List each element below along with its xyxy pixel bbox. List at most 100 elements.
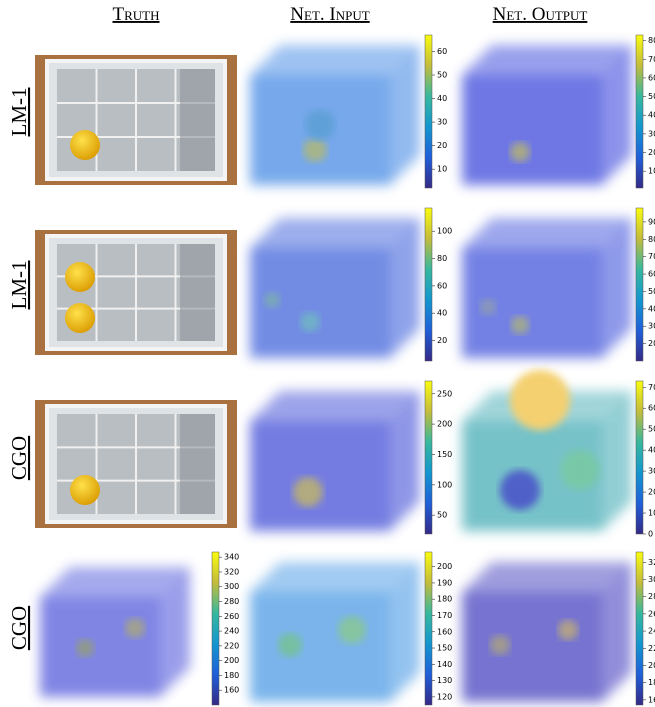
colorbar [636,35,643,188]
colorbar-tick-label: 120 [437,692,452,701]
colorbar-tick-label: 100 [437,480,452,489]
volume-blob [338,616,366,644]
row-label: CGO [7,606,31,650]
ball [70,475,100,505]
photo [35,55,237,185]
colorbar-tick-label: 70 [648,252,655,261]
colorbar-tick-label: 30 [648,129,655,138]
colorbar-tick-label: 150 [437,644,452,653]
colorbar-tick-label: 280 [224,597,239,606]
row-label: LM-1 [7,261,31,310]
colorbar-tick-label: 320 [224,567,239,576]
colorbar-tick-label: 90 [648,217,655,226]
colorbar-tick-label: 50 [648,92,655,101]
volume-blob [125,618,145,638]
colorbar [636,552,643,705]
colorbar [425,552,432,705]
volume-blob [480,299,496,315]
back-wall [180,69,215,171]
column-header: Net. Output [493,4,588,25]
colorbar-tick-label: 40 [648,446,655,455]
volume-blob [511,316,529,334]
volume-render [250,218,420,358]
volume-render [250,45,420,185]
volume-blob [510,370,570,430]
volume-face [250,421,390,531]
colorbar-tick-label: 30 [648,322,655,331]
colorbar-tick-label: 30 [437,118,447,127]
colorbar [636,381,643,534]
volume-blob [293,477,323,507]
volume-blob [490,635,510,655]
colorbar-tick-label: 80 [437,254,447,263]
colorbar-tick-label: 50 [648,287,655,296]
volume-blob [500,470,540,510]
colorbar-tick-label: 40 [648,111,655,120]
colorbar-tick-label: 100 [437,227,452,236]
colorbar-tick-label: 80 [648,235,655,244]
colorbar-tick-label: 180 [224,671,239,680]
colorbar-tick-label: 40 [437,309,447,318]
colorbar-tick-label: 10 [648,509,655,518]
volume-face [462,592,602,702]
photo [35,230,237,355]
back-wall [180,244,215,341]
colorbar [425,208,432,361]
colorbar-tick-label: 300 [648,575,655,584]
photo [35,400,237,528]
volume-blob [558,620,578,640]
colorbar-tick-label: 220 [648,644,655,653]
volume-render [462,45,632,185]
colorbar-tick-label: 20 [437,336,447,345]
volume-render [462,218,632,358]
colorbar-tick-label: 180 [437,595,452,604]
column-header: Truth [113,4,160,25]
colorbar-tick-label: 200 [437,562,452,571]
colorbar-tick-label: 190 [437,578,452,587]
colorbar-tick-label: 70 [648,383,655,392]
colorbar-tick-label: 40 [648,304,655,313]
colorbar-tick-label: 260 [648,609,655,618]
colorbar-tick-label: 60 [437,281,447,290]
figure: Truth Net. Input Net. Output LM-1 10 20 30 4… [0,0,655,707]
colorbar-tick-label: 50 [437,511,447,520]
colorbar [425,381,432,534]
colorbar-tick-label: 0 [648,530,653,539]
colorbar [636,208,643,361]
colorbar-tick-label: 260 [224,612,239,621]
volume-render [250,562,420,702]
colorbar-tick-label: 200 [224,656,239,665]
ball [65,303,95,333]
colorbar-tick-label: 160 [224,686,239,695]
volume-blob [510,142,530,162]
volume-blob [303,138,327,162]
colorbar-tick-label: 340 [224,553,239,562]
volume-blob [264,292,280,308]
colorbar-tick-label: 130 [437,676,452,685]
colorbar-tick-label: 200 [437,420,452,429]
colorbar [212,552,219,705]
colorbar-tick-label: 220 [224,641,239,650]
colorbar-tick-label: 240 [648,627,655,636]
row-label: CGO [7,436,31,480]
colorbar-tick-label: 20 [648,339,655,348]
colorbar-tick-label: 160 [437,627,452,636]
colorbar-tick-label: 20 [437,141,447,150]
column-header: Net. Input [290,4,369,25]
colorbar-tick-label: 10 [648,167,655,176]
volume-render [462,562,632,702]
colorbar-tick-label: 300 [224,582,239,591]
colorbar-tick-label: 50 [437,71,447,80]
volume-render [40,567,190,697]
colorbar-tick-label: 200 [648,661,655,670]
colorbar-tick-label: 250 [437,389,452,398]
volume-blob [300,312,320,332]
colorbar-tick-label: 80 [648,36,655,45]
volume-blob [305,110,335,140]
volume-blob [278,633,302,657]
colorbar-tick-label: 180 [648,678,655,687]
colorbar-tick-label: 60 [648,270,655,279]
volume-face [40,597,160,697]
colorbar-tick-label: 140 [437,660,452,669]
volume-face [462,75,602,185]
